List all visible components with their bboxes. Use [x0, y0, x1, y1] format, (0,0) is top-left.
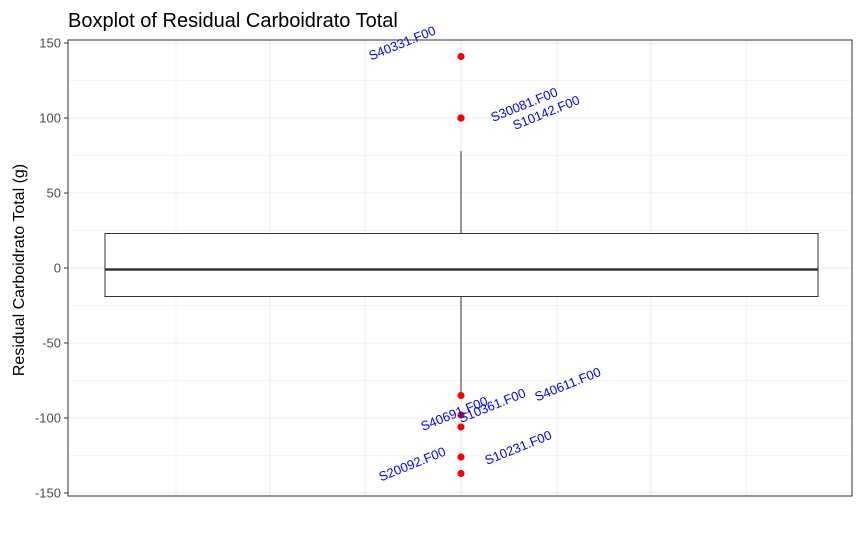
outlier-point — [457, 114, 465, 122]
outlier-label: S20092.F00 — [377, 444, 448, 484]
outlier-point — [457, 423, 465, 431]
y-tick-label: 150 — [39, 36, 61, 51]
y-tick-label: -50 — [42, 336, 61, 351]
chart-title: Boxplot of Residual Carboidrato Total — [68, 10, 398, 32]
iqr-box — [104, 233, 819, 297]
y-tick-label: 0 — [54, 261, 61, 276]
outlier-point — [457, 411, 465, 419]
outlier-point — [457, 469, 465, 478]
outlier-point — [457, 52, 465, 61]
y-tick-label: -150 — [35, 486, 61, 501]
panel-border — [67, 39, 853, 497]
y-tick-label: 100 — [39, 111, 61, 126]
outliers-group — [457, 52, 465, 478]
outlier-label: S10231.F00 — [483, 427, 554, 467]
outlier-point — [457, 391, 465, 400]
outlier-point — [457, 453, 465, 461]
y-tick-label: -100 — [35, 411, 61, 426]
y-ticks-group: -150 -100 -50 0 50 100 150 — [35, 36, 68, 501]
y-axis-label: Residual Carboidrato Total (g) — [11, 164, 28, 376]
box-group — [104, 151, 819, 393]
outlier-label: S40611.F00 — [533, 364, 603, 404]
y-tick-label: 50 — [47, 186, 61, 201]
